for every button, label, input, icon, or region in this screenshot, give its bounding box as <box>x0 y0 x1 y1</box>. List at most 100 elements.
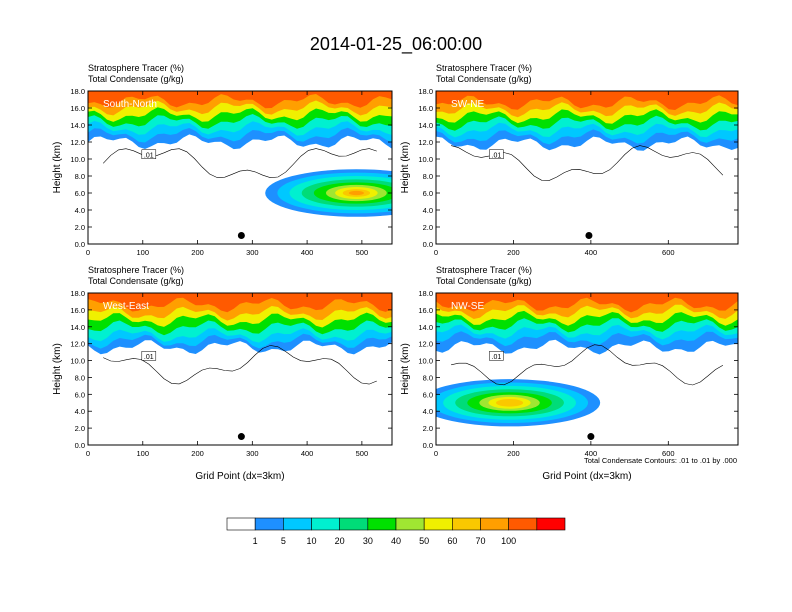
y-tick-label: 12.0 <box>418 340 433 349</box>
x-tick-label: 200 <box>191 449 204 458</box>
condensate-contour <box>103 345 377 385</box>
y-tick-label: 6.0 <box>423 189 433 198</box>
colorbar-swatch <box>508 517 538 531</box>
colorbar-swatch <box>283 517 312 531</box>
y-tick-label: 16.0 <box>418 306 433 315</box>
colorbar-swatch <box>226 517 256 531</box>
y-tick-label: 2.0 <box>75 424 85 433</box>
colorbar-label: 100 <box>501 536 516 546</box>
x-tick-label: 100 <box>137 449 150 458</box>
colorbar-label: 60 <box>447 536 457 546</box>
colorbar-label: 70 <box>475 536 485 546</box>
colorbar-label: 20 <box>335 536 345 546</box>
x-tick-label: 400 <box>301 248 314 257</box>
y-tick-label: 10.0 <box>70 155 85 164</box>
y-tick-label: 0.0 <box>75 240 85 249</box>
y-tick-label: 14.0 <box>418 323 433 332</box>
y-tick-label: 16.0 <box>70 306 85 315</box>
panel-header-tracer: Stratosphere Tracer (%) <box>88 63 184 73</box>
x-tick-label: 600 <box>662 449 675 458</box>
colorbar-label: 1 <box>253 536 258 546</box>
y-tick-label: 0.0 <box>423 441 433 450</box>
panel-header-condensate: Total Condensate (g/kg) <box>436 276 532 286</box>
y-tick-label: 2.0 <box>423 223 433 232</box>
y-tick-label: 2.0 <box>423 424 433 433</box>
y-tick-label: 8.0 <box>75 373 85 382</box>
y-tick-label: 18.0 <box>418 289 433 298</box>
y-tick-label: 14.0 <box>418 121 433 130</box>
panel-title: SW-NE <box>451 99 484 110</box>
x-tick-label: 300 <box>246 449 259 458</box>
y-tick-label: 6.0 <box>75 390 85 399</box>
contour-label-box <box>489 351 504 361</box>
y-axis-label: Height (km) <box>400 142 411 194</box>
panel-title: South-North <box>103 99 157 110</box>
y-tick-label: 0.0 <box>75 441 85 450</box>
panels: Stratosphere Tracer (%)Total Condensate … <box>52 63 739 482</box>
y-tick-label: 14.0 <box>70 323 85 332</box>
x-tick-label: 0 <box>434 248 438 257</box>
tracer-band-100 <box>436 91 738 110</box>
colorbar-swatch <box>395 517 425 531</box>
tracer-plume-60 <box>495 398 524 407</box>
y-tick-label: 8.0 <box>75 172 85 181</box>
colorbar-swatch <box>480 517 509 531</box>
contour-label: .01 <box>492 354 502 361</box>
colorbar: 1 5 10 20 30 40 50 60 70 100 <box>226 517 566 546</box>
colorbar-swatch <box>339 517 369 531</box>
y-tick-label: 4.0 <box>75 206 85 215</box>
x-tick-label: 400 <box>585 449 598 458</box>
condensate-contour <box>451 344 724 386</box>
y-tick-label: 16.0 <box>418 104 433 113</box>
contour-footnote: Total Condensate Contours: .01 to .01 by… <box>584 456 737 465</box>
y-tick-label: 4.0 <box>423 206 433 215</box>
panel-title: NW-SE <box>451 301 484 312</box>
panel-header-tracer: Stratosphere Tracer (%) <box>436 265 532 275</box>
x-tick-label: 0 <box>86 248 90 257</box>
y-tick-label: 6.0 <box>75 189 85 198</box>
plot-area: .01 <box>436 293 738 445</box>
plot-frame <box>435 292 739 446</box>
colorbar-label: 5 <box>281 536 286 546</box>
main-title: 2014-01-25_06:00:00 <box>310 34 482 55</box>
contour-label: .01 <box>144 354 154 361</box>
panel-header-tracer: Stratosphere Tracer (%) <box>436 63 532 73</box>
panel-header-condensate: Total Condensate (g/kg) <box>436 74 532 84</box>
panel-header-condensate: Total Condensate (g/kg) <box>88 276 184 286</box>
contour-label-box <box>489 149 504 159</box>
y-tick-label: 16.0 <box>70 104 85 113</box>
x-tick-label: 600 <box>662 248 675 257</box>
plot-area: .01 <box>436 91 738 244</box>
panel-sw-ne: Stratosphere Tracer (%)Total Condensate … <box>400 63 739 257</box>
plot-frame <box>87 292 393 446</box>
y-tick-label: 2.0 <box>75 223 85 232</box>
plot-frame <box>87 90 393 245</box>
colorbar-swatch <box>452 517 481 531</box>
y-tick-label: 18.0 <box>70 87 85 96</box>
colorbar-swatch <box>536 517 566 531</box>
y-tick-label: 12.0 <box>70 340 85 349</box>
y-tick-label: 12.0 <box>70 138 85 147</box>
y-tick-label: 14.0 <box>70 121 85 130</box>
tracer-plume-70 <box>348 190 364 196</box>
plot-area: .01 <box>88 91 392 244</box>
contour-label-box <box>141 351 157 361</box>
y-tick-label: 0.0 <box>423 240 433 249</box>
y-tick-label: 12.0 <box>418 138 433 147</box>
colorbar-swatch <box>311 517 340 531</box>
panel-header-condensate: Total Condensate (g/kg) <box>88 74 184 84</box>
x-tick-label: 300 <box>246 248 259 257</box>
x-tick-label: 200 <box>191 248 204 257</box>
y-tick-label: 4.0 <box>423 407 433 416</box>
y-axis-label: Height (km) <box>52 343 63 395</box>
y-tick-label: 10.0 <box>418 155 433 164</box>
x-tick-label: 0 <box>86 449 90 458</box>
colorbar-label: 40 <box>391 536 401 546</box>
location-marker <box>587 433 595 441</box>
panel-title: West-East <box>103 301 149 312</box>
colorbar-label: 30 <box>363 536 373 546</box>
location-marker <box>585 232 593 239</box>
x-tick-label: 200 <box>507 248 520 257</box>
x-tick-label: 100 <box>137 248 150 257</box>
contour-label: .01 <box>144 152 154 159</box>
